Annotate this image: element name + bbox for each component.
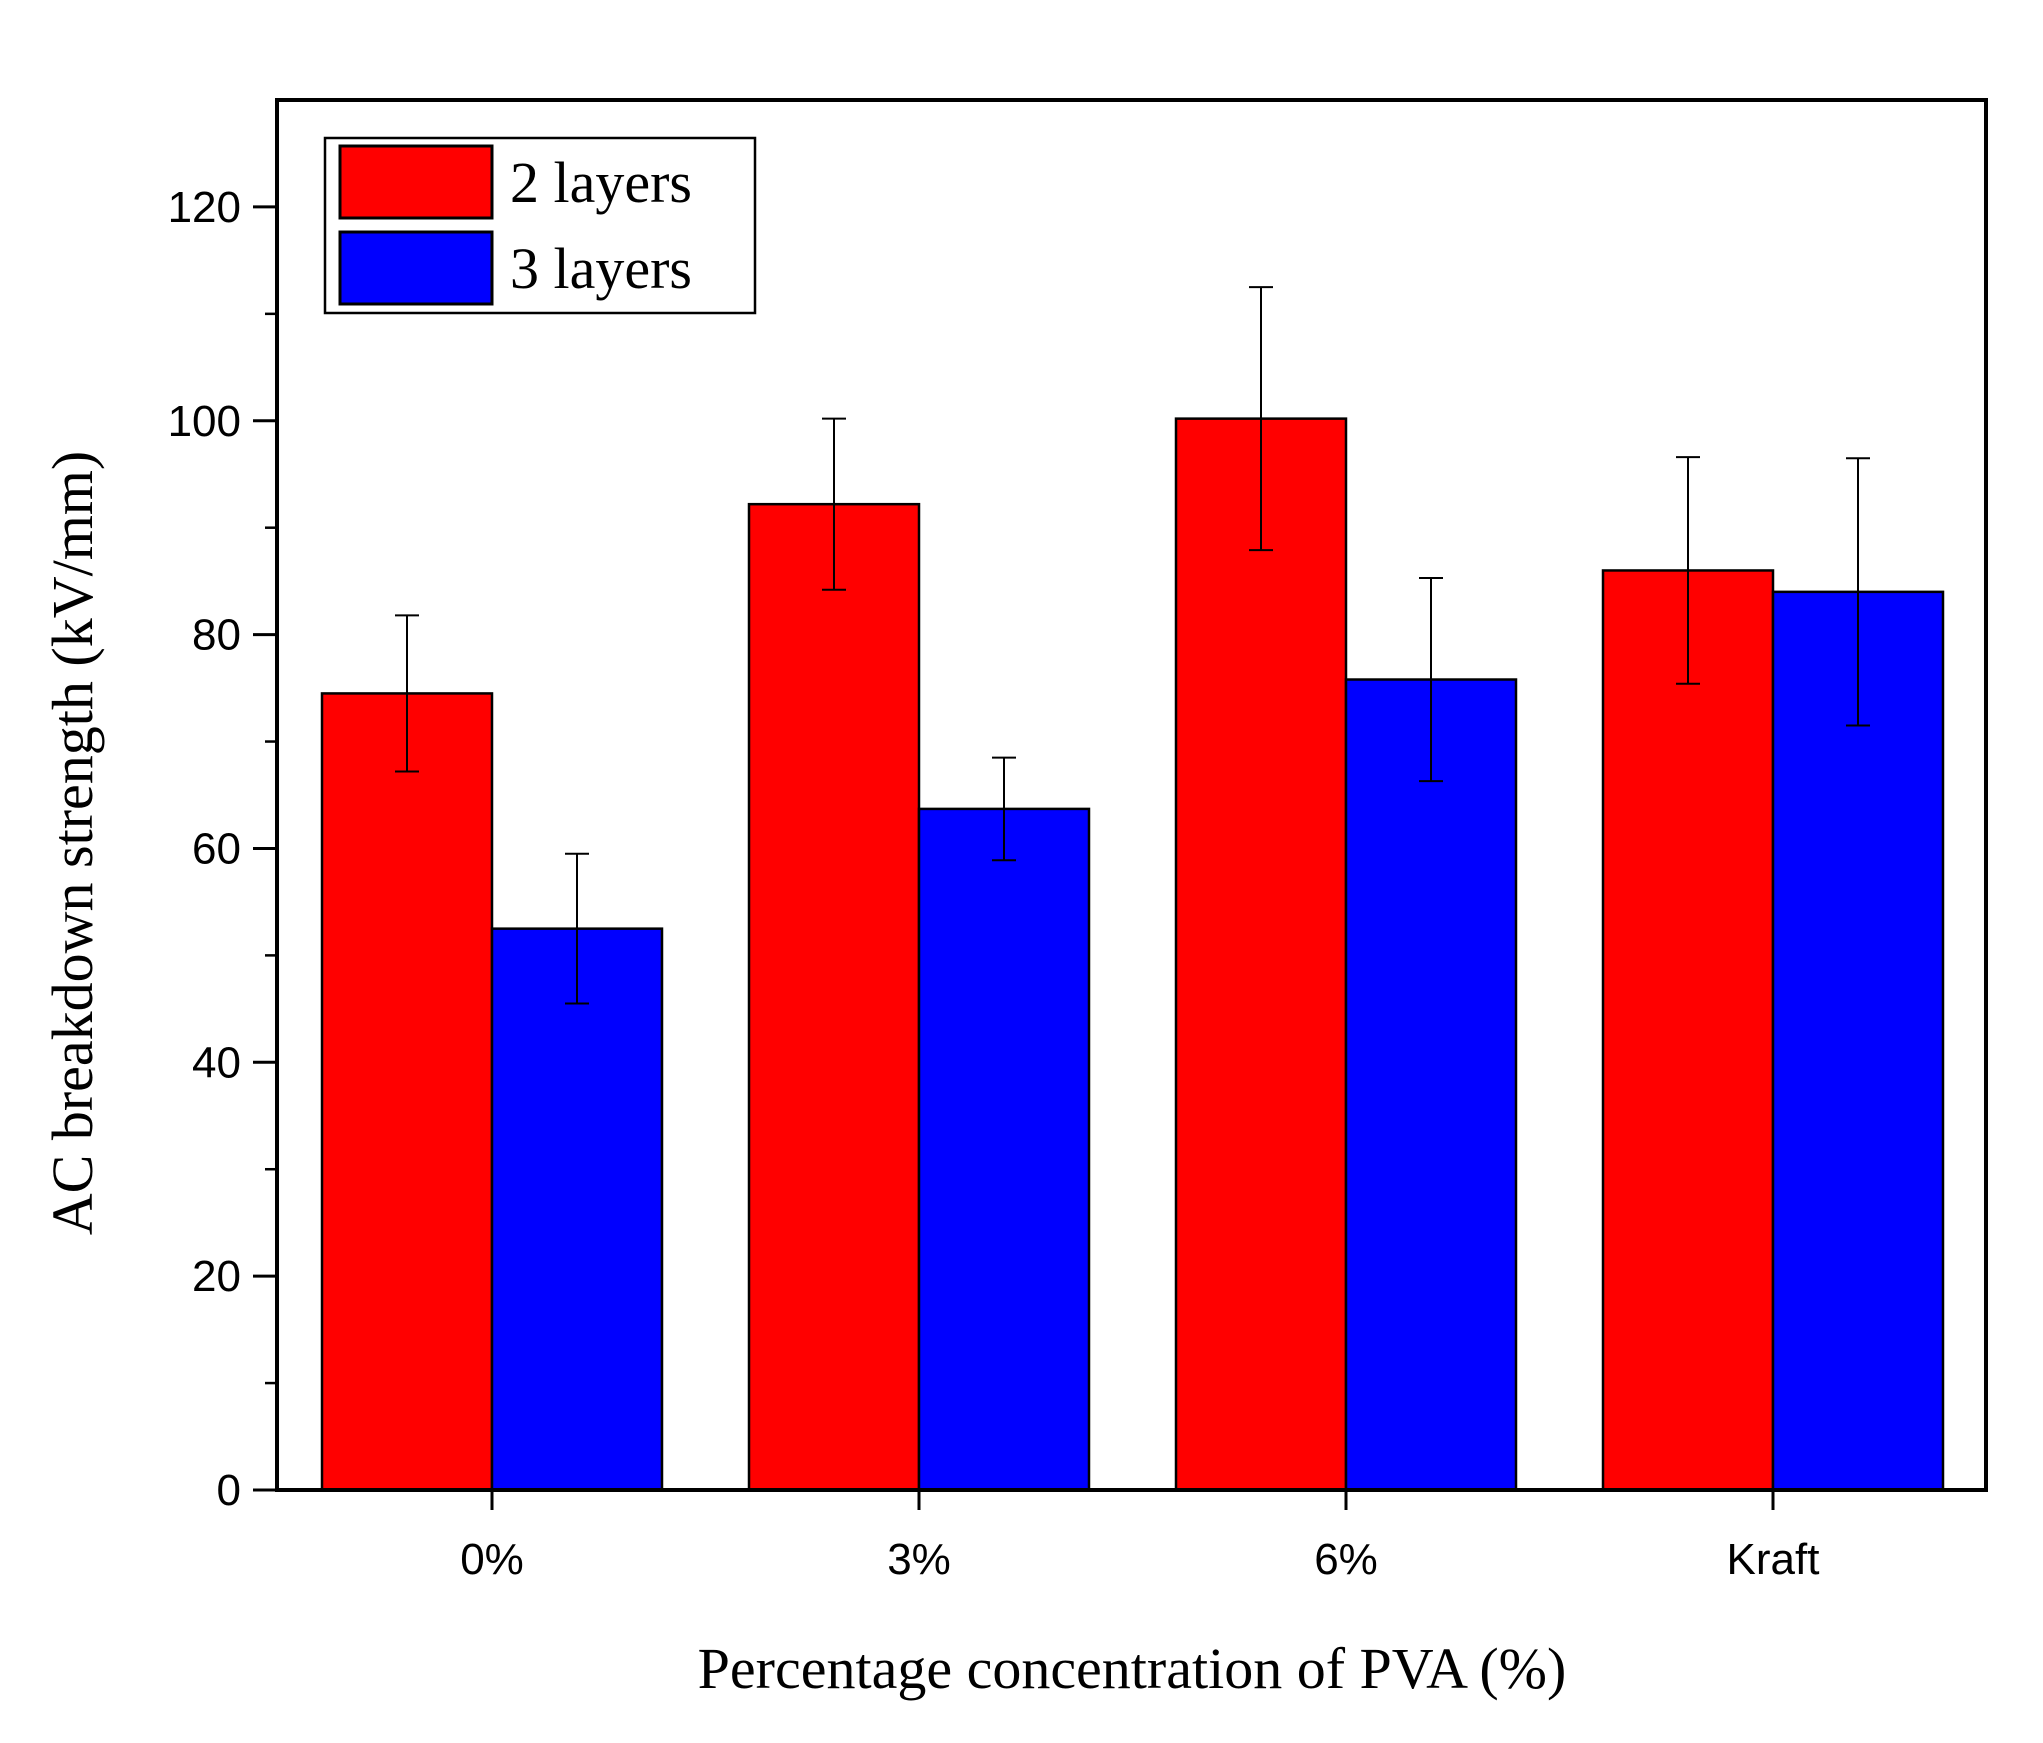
- y-tick-label-2: 40: [192, 1038, 241, 1087]
- y-tick-label-0: 0: [217, 1466, 241, 1515]
- bar-2-layers-0: [320, 692, 494, 1492]
- plot-frame: [275, 98, 1988, 1492]
- legend-label-3-layers: 3 layers: [510, 236, 692, 301]
- bar-3-layers-3: [1771, 590, 1945, 1492]
- y-tick-label-5: 100: [168, 397, 241, 446]
- legend-label-2-layers: 2 layers: [510, 150, 692, 215]
- legend-swatch-2-layers: [338, 144, 494, 220]
- bar-3-layers-2: [1344, 678, 1518, 1492]
- x-tick-label-3: Kraft: [1727, 1535, 1820, 1584]
- bar-3-layers-1: [917, 807, 1091, 1492]
- legend-swatch-3-layers: [338, 230, 494, 306]
- error-bars-layer: [395, 286, 1870, 1005]
- x-axis-title: Percentage concentration of PVA (%): [698, 1636, 1567, 1701]
- y-tick-label-1: 20: [192, 1252, 241, 1301]
- y-axis: 0 20 40 60 80 100 120: [168, 183, 277, 1515]
- bar-2-layers-3: [1601, 569, 1775, 1492]
- y-tick-label-6: 120: [168, 183, 241, 232]
- y-tick-label-3: 60: [192, 824, 241, 873]
- legend: 2 layers 3 layers: [323, 136, 757, 315]
- bars-layer: [320, 417, 1945, 1492]
- x-axis: 0% 3% 6% Kraft: [460, 1490, 1819, 1584]
- y-tick-label-4: 80: [192, 611, 241, 660]
- x-tick-label-2: 6%: [1314, 1535, 1378, 1584]
- bar-2-layers-1: [747, 502, 921, 1492]
- y-axis-title: AC breakdown strength (kV/mm): [40, 451, 105, 1235]
- bar-2-layers-2: [1174, 417, 1348, 1492]
- x-tick-label-0: 0%: [460, 1535, 524, 1584]
- bar-3-layers-0: [490, 927, 664, 1492]
- x-tick-label-1: 3%: [887, 1535, 951, 1584]
